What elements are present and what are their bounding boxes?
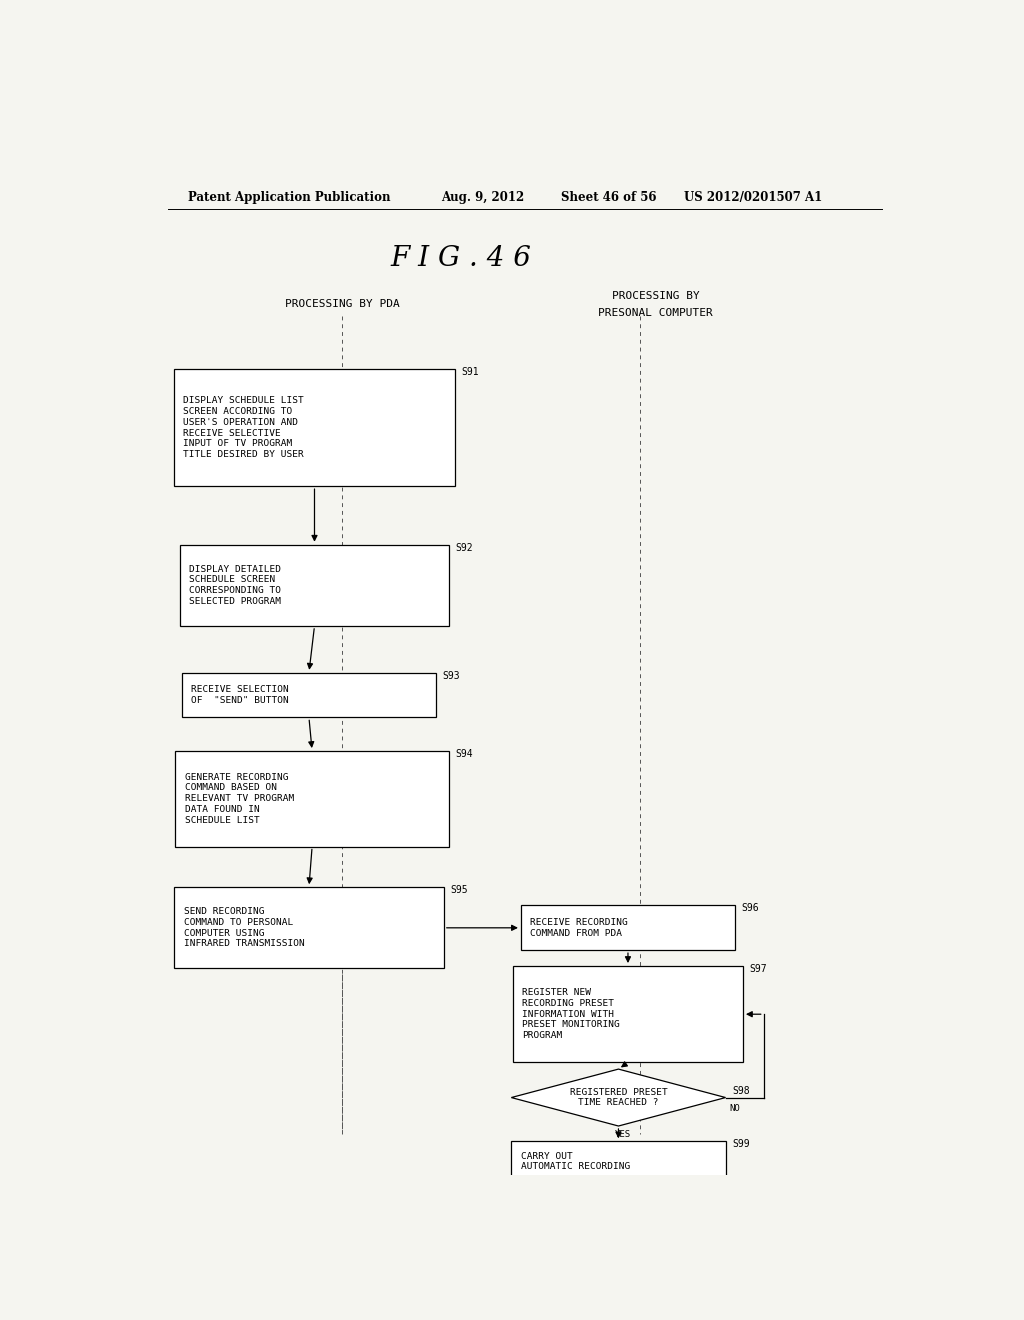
- Text: S93: S93: [442, 671, 460, 681]
- Text: YES: YES: [614, 1130, 631, 1139]
- Text: DISPLAY DETAILED
SCHEDULE SCREEN
CORRESPONDING TO
SELECTED PROGRAM: DISPLAY DETAILED SCHEDULE SCREEN CORRESP…: [189, 565, 282, 606]
- Text: Sheet 46 of 56: Sheet 46 of 56: [560, 190, 656, 203]
- Text: CARRY OUT
AUTOMATIC RECORDING: CARRY OUT AUTOMATIC RECORDING: [521, 1152, 630, 1171]
- Text: S99: S99: [732, 1139, 750, 1150]
- Text: RECEIVE SELECTION
OF  "SEND" BUTTON: RECEIVE SELECTION OF "SEND" BUTTON: [191, 685, 289, 705]
- Text: S98: S98: [732, 1086, 750, 1096]
- Text: SEND RECORDING
COMMAND TO PERSONAL
COMPUTER USING
INFRARED TRANSMISSION: SEND RECORDING COMMAND TO PERSONAL COMPU…: [183, 907, 304, 949]
- Text: S91: S91: [462, 367, 479, 378]
- FancyBboxPatch shape: [175, 751, 449, 846]
- FancyBboxPatch shape: [174, 887, 443, 969]
- Text: PROCESSING BY PDA: PROCESSING BY PDA: [285, 298, 399, 309]
- Text: S92: S92: [456, 543, 473, 553]
- Text: PROCESSING BY: PROCESSING BY: [612, 290, 699, 301]
- Text: GENERATE RECORDING
COMMAND BASED ON
RELEVANT TV PROGRAM
DATA FOUND IN
SCHEDULE L: GENERATE RECORDING COMMAND BASED ON RELE…: [184, 772, 294, 825]
- FancyBboxPatch shape: [179, 545, 450, 626]
- Text: S94: S94: [456, 748, 473, 759]
- Text: S95: S95: [451, 886, 468, 895]
- Text: Aug. 9, 2012: Aug. 9, 2012: [441, 190, 524, 203]
- Text: US 2012/0201507 A1: US 2012/0201507 A1: [684, 190, 822, 203]
- FancyBboxPatch shape: [521, 906, 735, 950]
- FancyBboxPatch shape: [174, 370, 456, 486]
- Text: NO: NO: [729, 1104, 740, 1113]
- Text: F I G . 4 6: F I G . 4 6: [391, 244, 531, 272]
- Text: S96: S96: [741, 903, 759, 913]
- FancyBboxPatch shape: [513, 966, 743, 1063]
- Polygon shape: [511, 1069, 726, 1126]
- Text: PRESONAL COMPUTER: PRESONAL COMPUTER: [598, 308, 713, 318]
- Text: RECEIVE RECORDING
COMMAND FROM PDA: RECEIVE RECORDING COMMAND FROM PDA: [530, 917, 628, 937]
- Text: S97: S97: [750, 964, 767, 974]
- Text: REGISTER NEW
RECORDING PRESET
INFORMATION WITH
PRESET MONITORING
PROGRAM: REGISTER NEW RECORDING PRESET INFORMATIO…: [522, 989, 621, 1040]
- FancyBboxPatch shape: [511, 1142, 726, 1181]
- FancyBboxPatch shape: [182, 673, 436, 718]
- Text: DISPLAY SCHEDULE LIST
SCREEN ACCORDING TO
USER'S OPERATION AND
RECEIVE SELECTIVE: DISPLAY SCHEDULE LIST SCREEN ACCORDING T…: [183, 396, 304, 459]
- Text: REGISTERED PRESET
TIME REACHED ?: REGISTERED PRESET TIME REACHED ?: [569, 1088, 668, 1107]
- Text: Patent Application Publication: Patent Application Publication: [187, 190, 390, 203]
